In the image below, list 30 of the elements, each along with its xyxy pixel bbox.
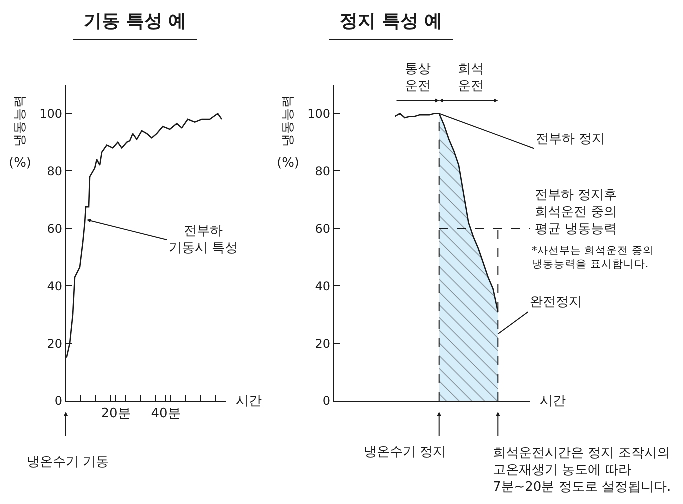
y-tick-label: 80 <box>47 164 62 178</box>
annotation: 통상 운전 <box>405 62 431 94</box>
ref-line-label: 전부하 정지후 희석운전 중의 평균 냉동능력 <box>535 188 618 237</box>
chart-title: 정지 특성 예 <box>340 11 443 32</box>
y-tick-label: 20 <box>47 336 62 351</box>
text: 희석운전시간은 정지 조작시의 고온재생기 농도에 따라 7분~20분 정도로 설정됩니다. <box>493 446 672 495</box>
chart-title: 기동 특성 예 <box>84 11 187 32</box>
y-tick-label: 80 <box>315 164 330 178</box>
x-axis-title: 시간 <box>540 394 566 409</box>
text: 냉온수기 정지 <box>364 445 446 460</box>
y-tick-label: 0 <box>322 394 330 408</box>
y-tick-label: 100 <box>308 106 330 121</box>
annotation: 전부하 기동시 특성 <box>169 224 238 256</box>
y-axis-title: 냉동능력 (%) <box>277 95 300 171</box>
y-tick-label: 0 <box>54 394 62 408</box>
annotation: 희석 운전 <box>458 62 484 94</box>
annotation: 완전정지 <box>530 295 582 310</box>
text: *사선부는 희석운전 중의 냉동능력을 표시합니다. <box>532 245 654 271</box>
y-tick-label: 40 <box>47 279 62 294</box>
y-tick-label: 100 <box>40 106 62 121</box>
y-tick-label: 60 <box>47 222 62 236</box>
y-tick-label: 60 <box>315 222 330 236</box>
y-tick-label: 40 <box>315 279 330 294</box>
text: 전부하 정지 <box>536 132 606 147</box>
y-tick-label: 20 <box>315 336 330 351</box>
y-axis-title: 냉동능력 (%) <box>9 95 32 171</box>
x-tick-label: 20분 <box>101 406 131 422</box>
text: 냉온수기 기동 <box>27 455 110 470</box>
x-axis-title: 시간 <box>236 394 262 409</box>
x-tick-label: 40분 <box>151 406 181 422</box>
